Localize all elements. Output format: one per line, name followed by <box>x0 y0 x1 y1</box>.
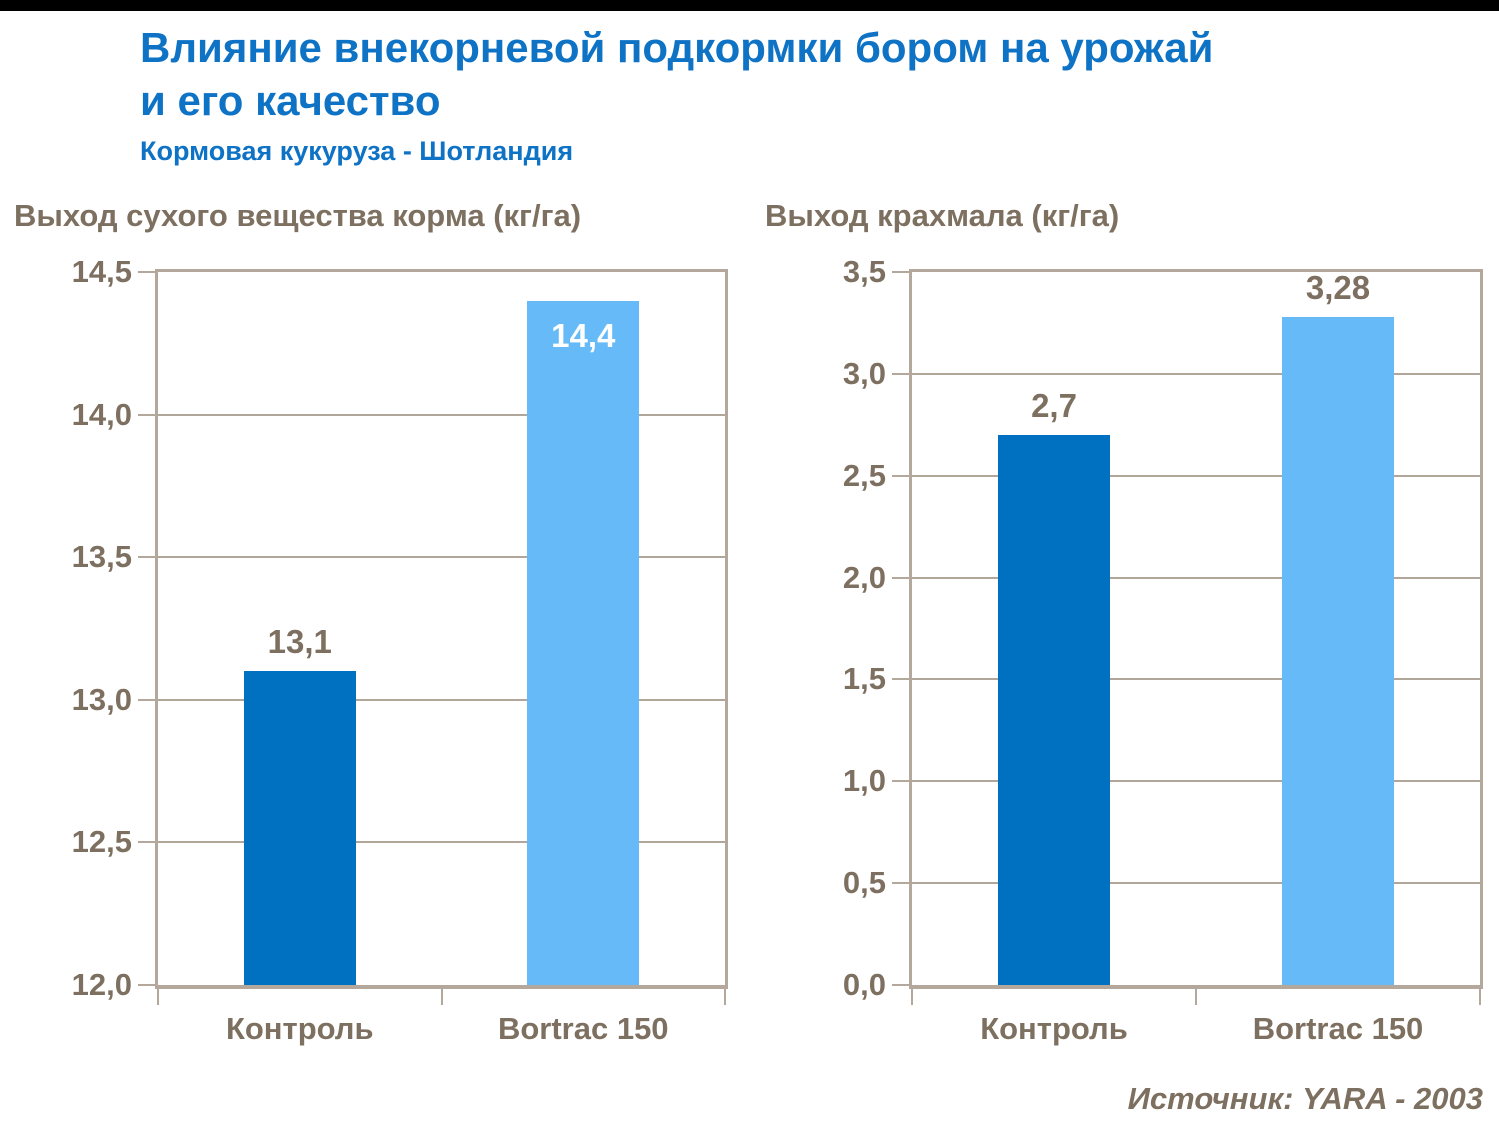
y-axis-label: 3,5 <box>842 254 886 289</box>
y-axis-label: 0,0 <box>842 967 886 1002</box>
bar-value-label: 14,4 <box>551 316 616 354</box>
y-axis-label: 0,5 <box>842 865 886 901</box>
bar-value-label: 13,1 <box>267 623 332 661</box>
y-axis-tick <box>138 413 155 416</box>
y-axis-tick <box>138 271 155 273</box>
bar-value-label: 2,7 <box>1031 386 1077 424</box>
bar-Контроль <box>243 671 356 985</box>
plot-area-dry-matter: 12,0 12,5 13,0 13,5 14,0 14,5 13,1 Контроль 14,4… <box>72 254 728 1046</box>
category-label: Bortrac 150 <box>497 1011 669 1046</box>
gridline <box>158 841 725 844</box>
y-axis-label: 13,5 <box>71 539 132 575</box>
x-axis-tick <box>1195 989 1197 1005</box>
category-label: Bortrac 150 <box>1252 1011 1424 1046</box>
gridline <box>158 698 725 701</box>
plot-area-starch: 0,0 0,5 1,0 1,5 2,0 2,5 3,0 3,5 2,7 Контроль 3,28 B… <box>843 254 1483 1046</box>
gridline <box>912 372 1480 375</box>
y-axis-label: 14,5 <box>71 254 132 289</box>
y-axis-label: 1,0 <box>842 763 886 799</box>
y-axis-tick <box>138 984 155 986</box>
gridline <box>912 882 1480 885</box>
bar-Контроль <box>998 434 1110 985</box>
x-axis-tick <box>724 989 726 1005</box>
page-title: Влияние внекорневой подкормки бором на у… <box>140 22 1213 128</box>
page-subtitle: Кормовая кукуруза - Шотландия <box>140 135 574 166</box>
gridline <box>158 556 725 559</box>
y-axis-tick <box>892 271 909 273</box>
y-axis-label: 14,0 <box>71 396 132 432</box>
bar-Bortrac 150 <box>1282 316 1394 985</box>
source-note: Источник: YARA - 2003 <box>1127 1081 1483 1116</box>
category-label: Контроль <box>225 1011 374 1046</box>
header: Влияние внекорневой подкормки бором на у… <box>140 22 1213 167</box>
page-title-line1: Влияние внекорневой подкормки бором на у… <box>140 24 1214 71</box>
category-label: Контроль <box>980 1011 1128 1046</box>
gridline <box>912 474 1480 477</box>
chart-title-starch: Выход крахмала (кг/га) <box>765 198 1120 233</box>
y-axis-tick <box>138 556 155 559</box>
x-axis-tick <box>440 989 443 1005</box>
y-axis-label: 13,0 <box>71 681 132 717</box>
y-axis-tick <box>892 882 909 885</box>
x-axis-tick <box>1479 989 1481 1005</box>
y-axis-label: 12,0 <box>71 967 132 1002</box>
x-axis-tick <box>157 989 159 1005</box>
gridline <box>158 413 725 416</box>
gridline <box>912 576 1480 579</box>
y-axis-tick <box>892 984 909 986</box>
bar-value-label: 3,28 <box>1305 268 1371 306</box>
y-axis-label: 2,0 <box>842 559 886 595</box>
chart-title-dry-matter: Выход сухого вещества корма (кг/га) <box>14 198 582 233</box>
y-axis-tick <box>892 678 909 681</box>
y-axis-tick <box>138 841 155 844</box>
y-axis-label: 2,5 <box>842 457 886 493</box>
gridline <box>912 780 1480 783</box>
gridline <box>912 678 1480 681</box>
top-black-bar <box>0 0 1499 11</box>
y-axis-label: 1,5 <box>842 661 886 697</box>
page-title-line2: и его качество <box>140 76 441 124</box>
y-axis-label: 12,5 <box>71 824 132 860</box>
y-axis-label: 3,0 <box>842 355 886 391</box>
y-axis-tick <box>892 474 909 477</box>
bar-Bortrac 150 <box>527 300 640 985</box>
x-axis-tick <box>911 989 913 1005</box>
y-axis-tick <box>138 698 155 701</box>
y-axis-tick <box>892 372 909 375</box>
y-axis-tick <box>892 576 909 579</box>
y-axis-tick <box>892 780 909 783</box>
